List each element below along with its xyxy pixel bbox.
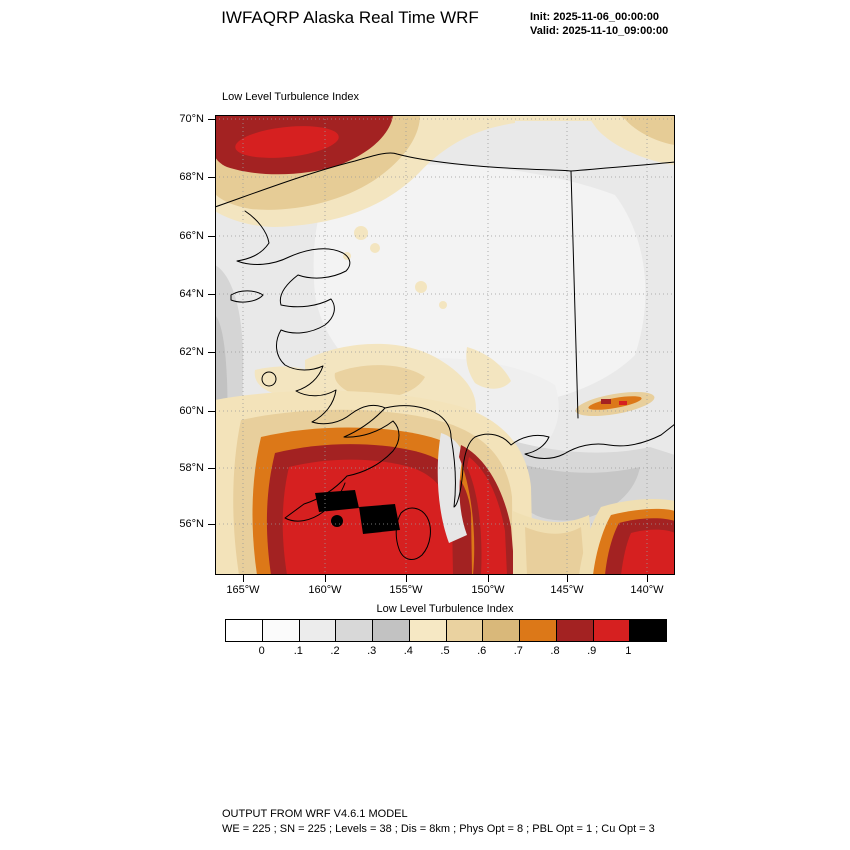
map-area: [215, 115, 675, 575]
colorbar-box: [520, 620, 557, 641]
colorbar-title: Low Level Turbulence Index: [376, 603, 514, 615]
colorbar-tick-labels: 0 .1 .2 .3 .4 .5 .6 .7 .8 .9 1: [225, 645, 665, 659]
colorbar-box: [483, 620, 520, 641]
lat-tick-label: 68°N: [179, 171, 204, 183]
colorbar-tick-label: .1: [293, 645, 303, 657]
turbulence-field: [215, 115, 675, 575]
lat-tick-mark: [208, 352, 215, 353]
lat-tick-mark: [208, 236, 215, 237]
footer-line-1: OUTPUT FROM WRF V4.6.1 MODEL: [222, 808, 408, 820]
lat-tick-label: 56°N: [179, 518, 204, 530]
graticule: [215, 115, 675, 575]
colorbar-tick-label: .7: [513, 645, 523, 657]
lon-tick-mark: [243, 575, 244, 582]
lon-tick-label: 140°W: [630, 584, 664, 596]
colorbar-box: [446, 620, 484, 641]
page-title: IWFAQRP Alaska Real Time WRF: [221, 8, 479, 27]
field-title: Low Level Turbulence Index: [222, 91, 359, 103]
colorbar-box: [630, 620, 666, 641]
colorbar: [225, 619, 667, 642]
lon-tick-label: 165°W: [226, 584, 260, 596]
lat-tick-label: 60°N: [179, 405, 204, 417]
map-frame: [215, 115, 675, 575]
colorbar-tick-label: .2: [330, 645, 340, 657]
footer-line-2: WE = 225 ; SN = 225 ; Levels = 38 ; Dis …: [222, 822, 655, 835]
lon-tick-mark: [406, 575, 407, 582]
lat-tick-label: 64°N: [179, 288, 204, 300]
lat-tick-mark: [208, 294, 215, 295]
colorbar-box: [336, 620, 373, 641]
colorbar-box: [262, 620, 300, 641]
init-time: Init: 2025-11-06_00:00:00: [530, 11, 660, 23]
coastlines: [215, 152, 675, 561]
colorbar-tick-label: .5: [440, 645, 450, 657]
lon-tick-mark: [567, 575, 568, 582]
turbulence-map-plot: [215, 115, 675, 575]
colorbar-tick-label: .4: [403, 645, 413, 657]
colorbar-tick-label: .9: [587, 645, 597, 657]
footer: OUTPUT FROM WRF V4.6.1 MODEL WE = 225 ; …: [222, 807, 655, 836]
colorbar-tick-label: 0: [258, 645, 265, 657]
colorbar-tick-label: .8: [550, 645, 560, 657]
colorbar-box: [299, 620, 337, 641]
lat-tick-label: 62°N: [179, 346, 204, 358]
lat-tick-mark: [208, 119, 215, 120]
lon-tick-label: 150°W: [471, 584, 505, 596]
colorbar-tick-label: .6: [477, 645, 487, 657]
lon-tick-label: 160°W: [308, 584, 342, 596]
lat-tick-mark: [208, 411, 215, 412]
lat-tick-mark: [208, 524, 215, 525]
lon-tick-mark: [647, 575, 648, 582]
valid-time: Valid: 2025-11-10_09:00:00: [530, 25, 669, 37]
colorbar-tick-label: .3: [367, 645, 377, 657]
lon-tick-mark: [325, 575, 326, 582]
lon-tick-mark: [488, 575, 489, 582]
run-times: Init: 2025-11-06_00:00:00 Valid: 2025-11…: [530, 10, 668, 38]
colorbar-box: [226, 620, 263, 641]
colorbar-box: [593, 620, 631, 641]
colorbar-box: [373, 620, 410, 641]
lat-tick-label: 58°N: [179, 462, 204, 474]
lon-tick-label: 155°W: [389, 584, 423, 596]
colorbar-box: [409, 620, 447, 641]
lat-tick-label: 70°N: [179, 113, 204, 125]
lat-tick-label: 66°N: [179, 230, 204, 242]
colorbar-tick-label: 1: [625, 645, 632, 657]
lat-tick-mark: [208, 177, 215, 178]
colorbar-box: [556, 620, 594, 641]
lon-tick-label: 145°W: [550, 584, 584, 596]
lat-tick-mark: [208, 468, 215, 469]
